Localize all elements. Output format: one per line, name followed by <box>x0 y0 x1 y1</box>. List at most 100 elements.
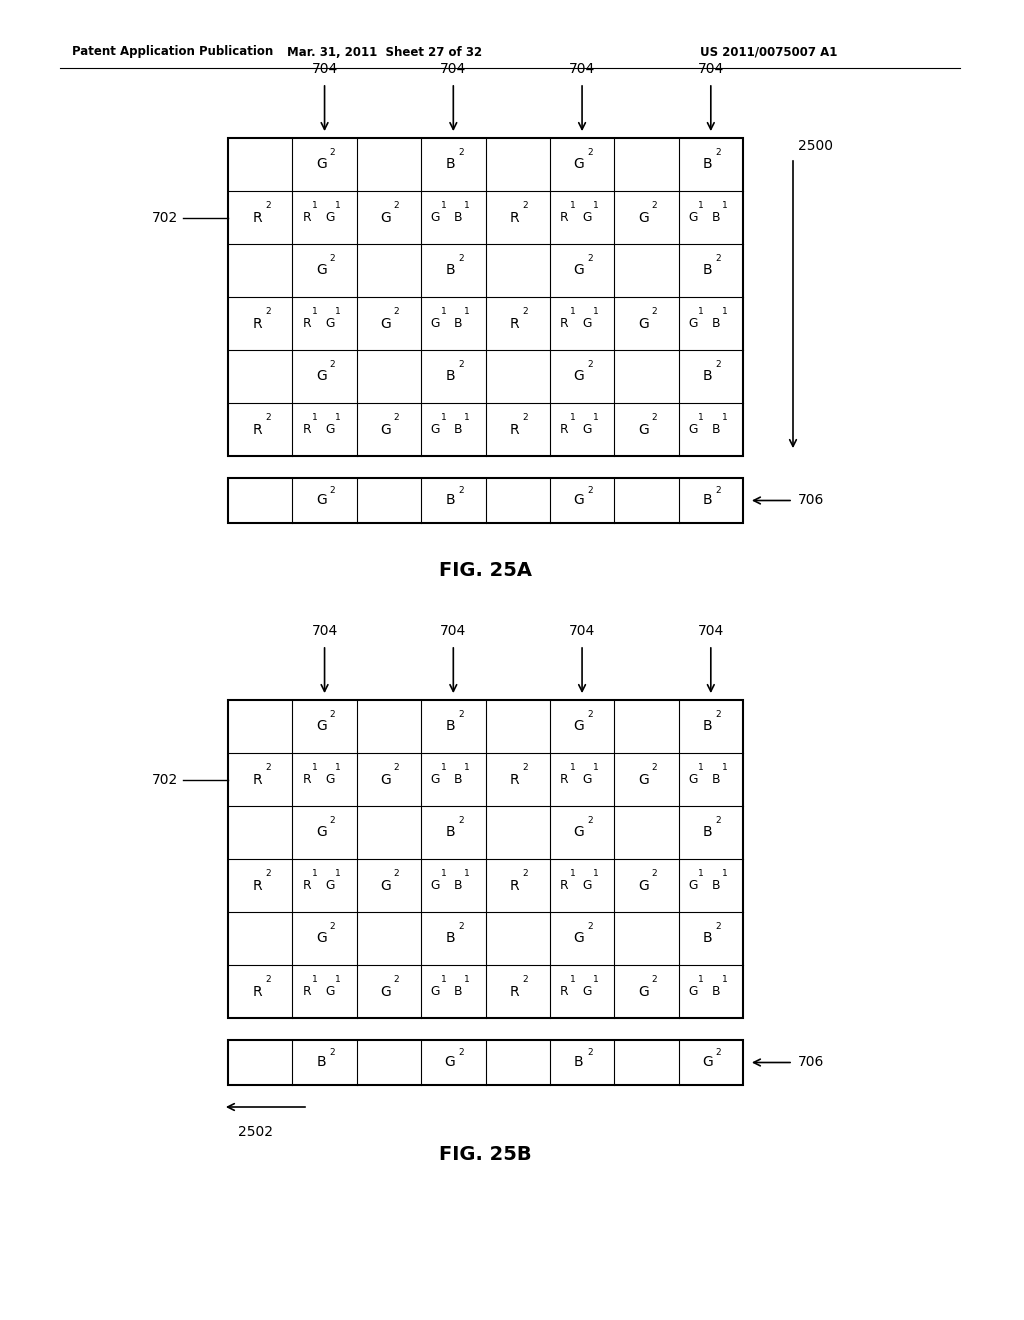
Text: G: G <box>316 494 327 507</box>
Text: 2: 2 <box>651 308 657 317</box>
Text: 2: 2 <box>458 923 464 932</box>
Text: B: B <box>712 879 720 892</box>
Text: 1: 1 <box>698 870 705 878</box>
Text: 704: 704 <box>569 624 595 638</box>
Text: R: R <box>252 985 262 998</box>
Text: R: R <box>510 985 519 998</box>
Text: G: G <box>380 772 391 787</box>
Text: G: G <box>583 985 592 998</box>
Text: G: G <box>573 825 585 840</box>
Text: 1: 1 <box>464 763 470 772</box>
Text: 2: 2 <box>651 763 657 772</box>
Text: G: G <box>380 317 391 330</box>
Text: 1: 1 <box>569 413 575 422</box>
Text: G: G <box>431 317 440 330</box>
Text: B: B <box>712 774 720 785</box>
Text: 2: 2 <box>522 975 528 985</box>
Text: 2: 2 <box>265 308 270 317</box>
Text: 2: 2 <box>522 413 528 422</box>
Text: 1: 1 <box>593 413 598 422</box>
Text: B: B <box>702 264 713 277</box>
Text: 2: 2 <box>651 202 657 210</box>
Text: B: B <box>455 985 463 998</box>
Text: 1: 1 <box>722 413 727 422</box>
Text: 1: 1 <box>722 202 727 210</box>
Text: 2502: 2502 <box>238 1125 273 1139</box>
Text: 2: 2 <box>394 308 399 317</box>
Text: B: B <box>445 719 455 734</box>
Text: 1: 1 <box>440 308 446 317</box>
Text: B: B <box>712 985 720 998</box>
Text: R: R <box>560 985 568 998</box>
Text: B: B <box>574 1056 584 1069</box>
FancyBboxPatch shape <box>228 1040 743 1085</box>
Text: 2: 2 <box>330 255 335 263</box>
Text: 702: 702 <box>152 772 178 787</box>
Text: G: G <box>325 422 335 436</box>
Text: 1: 1 <box>698 413 705 422</box>
Text: R: R <box>510 772 519 787</box>
Text: B: B <box>445 370 455 384</box>
Text: FIG. 25B: FIG. 25B <box>439 1144 531 1164</box>
Text: 1: 1 <box>335 413 341 422</box>
Text: B: B <box>455 317 463 330</box>
Text: B: B <box>702 157 713 172</box>
Text: R: R <box>252 879 262 892</box>
Text: 704: 704 <box>697 624 724 638</box>
Text: 1: 1 <box>312 975 317 985</box>
Text: G: G <box>638 210 648 224</box>
Text: 2: 2 <box>458 816 464 825</box>
Text: 2: 2 <box>394 870 399 878</box>
Text: 1: 1 <box>722 308 727 317</box>
Text: G: G <box>316 932 327 945</box>
Text: B: B <box>702 370 713 384</box>
Text: G: G <box>380 422 391 437</box>
Text: G: G <box>688 422 697 436</box>
Text: 2: 2 <box>587 816 593 825</box>
Text: B: B <box>455 879 463 892</box>
Text: R: R <box>302 211 311 224</box>
Text: G: G <box>688 774 697 785</box>
Text: B: B <box>445 494 455 507</box>
Text: 704: 704 <box>440 62 467 77</box>
Text: R: R <box>510 422 519 437</box>
Text: 704: 704 <box>311 62 338 77</box>
Text: US 2011/0075007 A1: US 2011/0075007 A1 <box>700 45 838 58</box>
Text: 2: 2 <box>330 486 335 495</box>
FancyBboxPatch shape <box>228 139 743 455</box>
Text: G: G <box>688 879 697 892</box>
Text: 704: 704 <box>697 62 724 77</box>
Text: R: R <box>560 211 568 224</box>
Text: R: R <box>302 879 311 892</box>
Text: G: G <box>573 719 585 734</box>
Text: R: R <box>252 210 262 224</box>
Text: 1: 1 <box>593 870 598 878</box>
Text: 1: 1 <box>464 202 470 210</box>
Text: B: B <box>445 264 455 277</box>
Text: 2: 2 <box>458 486 464 495</box>
Text: 2: 2 <box>330 1048 335 1057</box>
Text: 2: 2 <box>458 710 464 719</box>
Text: G: G <box>325 211 335 224</box>
Text: 2: 2 <box>651 975 657 985</box>
Text: B: B <box>445 932 455 945</box>
Text: 2: 2 <box>458 148 464 157</box>
Text: 2: 2 <box>458 1048 464 1057</box>
Text: 2: 2 <box>330 816 335 825</box>
Text: 1: 1 <box>440 870 446 878</box>
Text: R: R <box>560 879 568 892</box>
Text: G: G <box>316 370 327 384</box>
Text: R: R <box>302 422 311 436</box>
Text: G: G <box>380 210 391 224</box>
Text: 1: 1 <box>312 202 317 210</box>
Text: G: G <box>688 317 697 330</box>
Text: 2: 2 <box>587 360 593 370</box>
Text: 2: 2 <box>587 255 593 263</box>
Text: 1: 1 <box>335 870 341 878</box>
Text: 704: 704 <box>311 624 338 638</box>
Text: 1: 1 <box>593 202 598 210</box>
Text: G: G <box>573 370 585 384</box>
Text: G: G <box>638 985 648 998</box>
Text: 2: 2 <box>651 413 657 422</box>
Text: R: R <box>560 422 568 436</box>
